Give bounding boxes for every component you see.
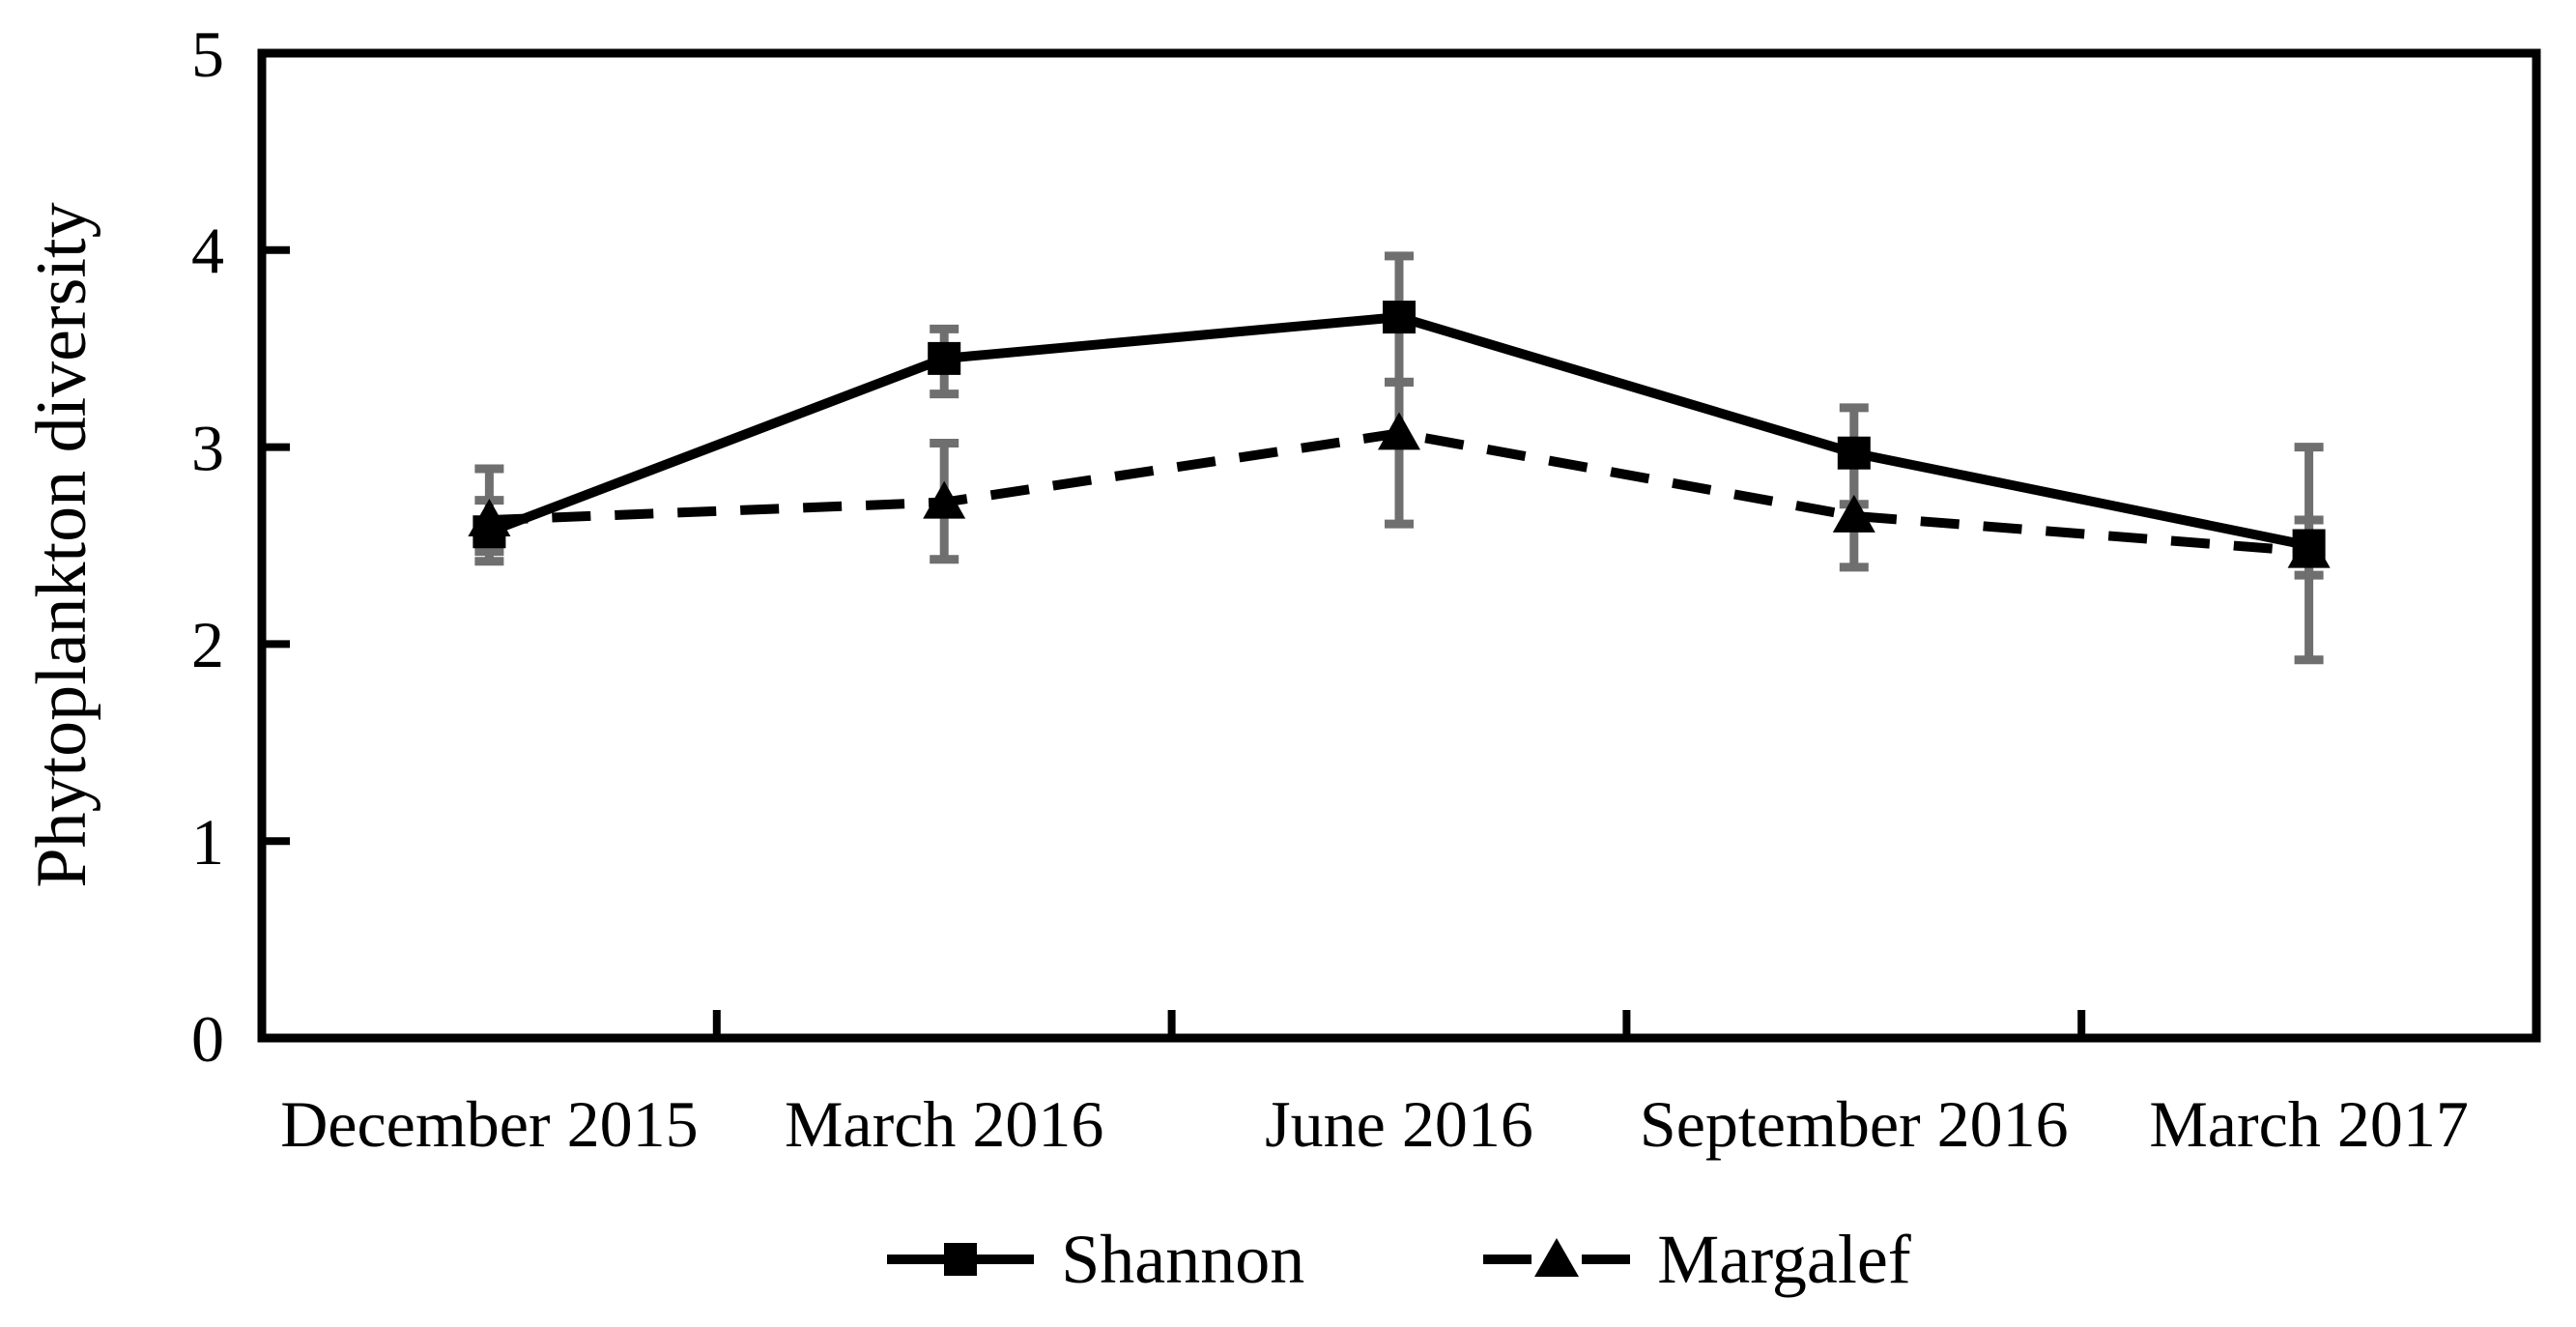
legend-label-margalef: Margalef [1657,1221,1911,1298]
margalef-marker [1832,494,1875,533]
legend-item-shannon: Shannon [887,1225,1304,1294]
y-tick-label: 4 [191,215,224,288]
margalef-marker [468,499,511,537]
x-tick-label: December 2015 [280,1087,698,1161]
legend-label-shannon: Shannon [1061,1221,1305,1298]
x-tick-label: September 2016 [1640,1087,2069,1161]
shannon-marker [1383,301,1416,334]
margalef-marker [2287,530,2331,568]
plot-frame [257,48,2541,1043]
margalef-error-bars [474,377,2324,665]
y-tick-label: 1 [191,805,224,879]
x-tick-label: June 2016 [1265,1087,1533,1161]
legend-item-margalef: Margalef [1483,1225,1911,1294]
y-tick-label: 3 [191,411,224,484]
y-tick-label: 5 [191,17,224,91]
legend: Shannon Margalef [262,1206,2536,1313]
shannon-marker [928,341,961,375]
shannon-legend-marker-icon [887,1243,1035,1276]
margalef-marker [1378,412,1420,450]
shannon-marker [1837,436,1871,470]
y-tick-label: 2 [191,608,224,681]
y-axis-title: Phytoplankton diversity [22,202,101,888]
margalef-marker [923,480,966,519]
x-tick-label: March 2017 [2149,1087,2468,1161]
margalef-legend-marker-icon [1483,1238,1631,1277]
x-tick-label: March 2016 [785,1087,1103,1161]
y-tick-label: 0 [191,1002,224,1076]
